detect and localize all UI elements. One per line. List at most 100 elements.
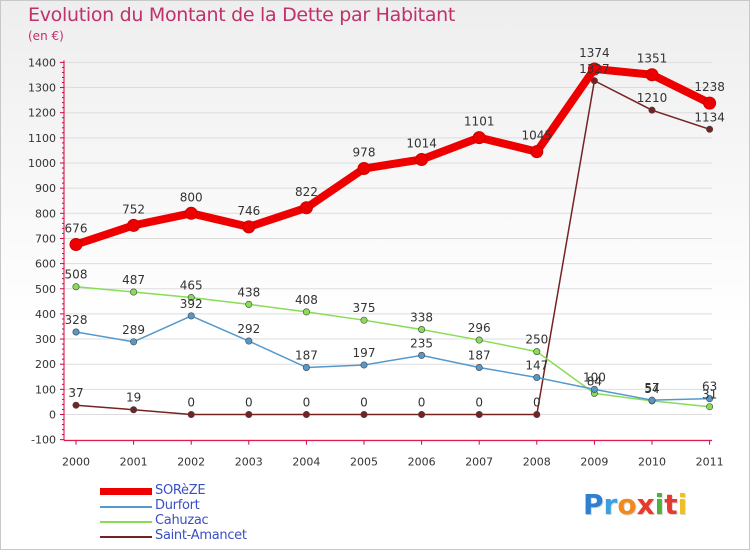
legend-label: Durfort [155, 498, 200, 513]
data-point [245, 337, 253, 345]
axes: -100010020030040050060070080090010001100… [28, 56, 724, 468]
data-point [418, 410, 426, 418]
y-tick-label: 900 [35, 182, 56, 195]
data-point [533, 348, 541, 356]
data-label: 800 [180, 190, 203, 204]
data-point [72, 401, 80, 409]
data-point [360, 410, 368, 418]
data-label: 487 [122, 273, 145, 287]
y-tick-label: 1200 [28, 107, 56, 120]
data-point [299, 201, 313, 215]
data-point [72, 328, 80, 336]
x-tick-label: 2003 [235, 456, 263, 469]
series-line-saint-amancet [75, 80, 711, 416]
y-tick-label: 800 [35, 207, 56, 220]
data-point [415, 152, 429, 166]
data-point [418, 325, 426, 333]
data-label: 375 [353, 301, 376, 315]
x-tick-label: 2002 [177, 456, 205, 469]
data-label: 1238 [694, 80, 725, 94]
data-label: 1351 [637, 52, 668, 66]
data-label: 37 [68, 386, 83, 400]
x-tick-label: 2007 [465, 456, 493, 469]
data-label: 0 [360, 396, 368, 410]
data-point [187, 294, 195, 302]
data-label: 465 [180, 279, 203, 293]
data-label: 289 [122, 323, 145, 337]
data-label: 0 [533, 396, 541, 410]
data-point [127, 218, 141, 232]
y-tick-label: 700 [35, 232, 56, 245]
data-point [242, 220, 256, 234]
data-point [245, 410, 253, 418]
data-point [475, 363, 483, 371]
legend-swatch [100, 488, 152, 495]
data-label: 1101 [464, 115, 495, 129]
data-point [184, 206, 198, 220]
data-point [648, 106, 656, 114]
data-label: 1327 [579, 62, 610, 76]
grid-lines [64, 61, 712, 441]
legend-label: Cahuzac [155, 513, 209, 528]
data-label: 0 [245, 396, 253, 410]
x-tick-label: 2011 [696, 456, 724, 469]
data-label: 250 [525, 333, 548, 347]
data-point [587, 62, 601, 76]
data-point [703, 96, 717, 110]
data-point [130, 406, 138, 414]
proxiti-logo: Proxiti [583, 488, 687, 521]
legend-label: Saint-Amancet [155, 528, 247, 543]
x-tick-label: 2005 [350, 456, 378, 469]
data-label: 328 [65, 313, 88, 327]
data-point [302, 363, 310, 371]
data-point [706, 125, 714, 133]
data-point [533, 374, 541, 382]
logo-letter: o [617, 488, 637, 521]
data-point [187, 312, 195, 320]
data-label: 1045 [522, 129, 553, 143]
y-tick-label: 0 [49, 409, 56, 422]
y-tick-label: 600 [35, 258, 56, 271]
data-label: 235 [410, 336, 433, 350]
data-point [302, 308, 310, 316]
data-label: 1014 [406, 136, 437, 150]
data-point [648, 396, 656, 404]
logo-letter: r [603, 488, 618, 521]
data-label: 1210 [637, 91, 668, 105]
data-label: 0 [418, 396, 426, 410]
x-tick-label: 2004 [292, 456, 320, 469]
data-label: 100 [583, 370, 606, 384]
data-point [360, 361, 368, 369]
data-label: 676 [65, 221, 88, 235]
y-tick-label: 100 [35, 383, 56, 396]
logo-letter: P [583, 488, 604, 521]
logo-letter: i [677, 488, 688, 521]
data-point [245, 300, 253, 308]
data-point [590, 77, 598, 85]
legend-label: SORèZE [155, 483, 206, 498]
data-point [130, 288, 138, 296]
y-tick-label: 400 [35, 308, 56, 321]
data-point [533, 410, 541, 418]
y-tick-label: 1400 [28, 56, 56, 69]
data-point [706, 403, 714, 411]
data-label: 187 [295, 348, 318, 362]
logo-letter: x [636, 488, 655, 521]
series-line-cahuzac [75, 285, 711, 408]
y-tick-label: 1300 [28, 82, 56, 95]
logo-letter: i [654, 488, 665, 521]
data-label: 408 [295, 293, 318, 307]
data-label: 31 [702, 388, 717, 402]
data-label: 296 [468, 321, 491, 335]
data-label: 19 [126, 391, 141, 405]
y-tick-label: 300 [35, 333, 56, 346]
data-label: 63 [702, 380, 717, 394]
data-point [706, 395, 714, 403]
data-label: 0 [475, 396, 483, 410]
data-label: 54 [644, 382, 659, 396]
data-label: 752 [122, 202, 145, 216]
chart-title: Evolution du Montant de la Dette par Hab… [28, 4, 456, 26]
data-label: 84 [587, 374, 602, 388]
data-point [72, 283, 80, 291]
